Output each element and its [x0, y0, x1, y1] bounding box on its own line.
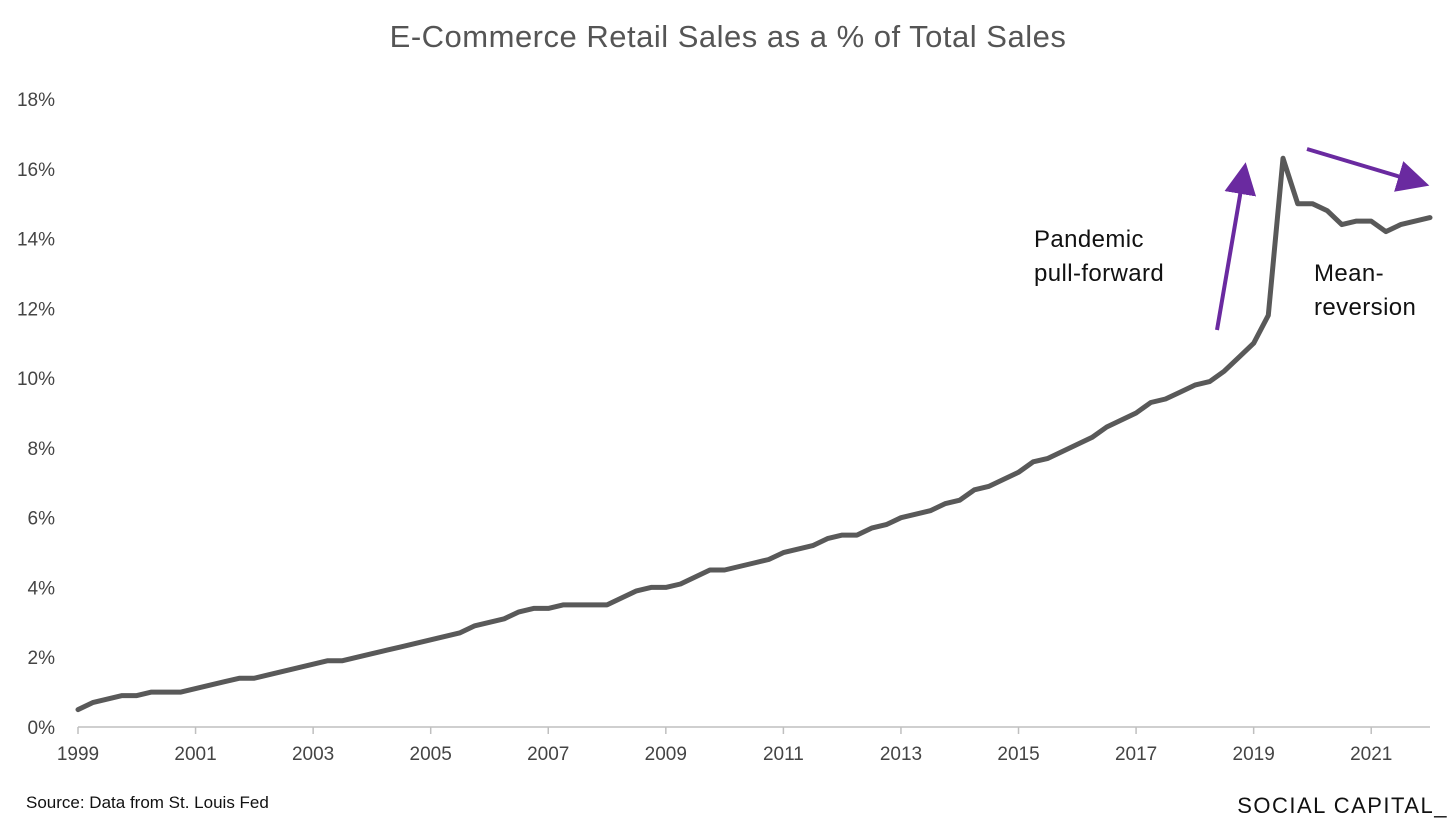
annotation-pandemic-line-2: pull-forward: [1034, 260, 1164, 287]
x-tick-label: 2007: [527, 744, 569, 765]
x-tick-label: 2019: [1233, 744, 1275, 765]
x-tick-label: 2015: [997, 744, 1039, 765]
y-tick-label: 6%: [28, 509, 56, 530]
y-tick-label: 14%: [17, 230, 55, 251]
annotation-mean-line-2: reversion: [1314, 294, 1416, 321]
x-tick-label: 2009: [645, 744, 687, 765]
x-tick-label: 2005: [410, 744, 452, 765]
brand-logo: SOCIAL CAPITAL_: [1237, 793, 1448, 818]
x-tick-label: 2011: [763, 744, 804, 765]
x-tick-label: 2017: [1115, 744, 1157, 765]
y-tick-label: 16%: [17, 160, 55, 181]
y-tick-label: 10%: [17, 369, 55, 390]
annotation-pandemic-line-1: Pandemic: [1034, 226, 1144, 253]
pandemic-arrow: [1215, 162, 1257, 331]
y-tick-label: 2%: [28, 648, 56, 669]
x-tick-label: 2013: [880, 744, 922, 765]
y-tick-label: 4%: [28, 578, 56, 599]
mean-reversion-arrow: [1306, 147, 1430, 192]
chart-title: E-Commerce Retail Sales as a % of Total …: [390, 19, 1067, 54]
y-tick-label: 0%: [28, 718, 56, 739]
x-tick-label: 2021: [1350, 744, 1392, 765]
y-axis-ticks: 0% 2% 4% 6% 8% 10% 12% 14% 16% 18%: [17, 90, 55, 739]
series-line: [75, 155, 1433, 713]
series-layer: [75, 155, 1433, 713]
x-tick-label: 1999: [57, 744, 99, 765]
y-tick-label: 8%: [28, 439, 56, 460]
x-tick-label: 2001: [174, 744, 216, 765]
x-tick-label: 2003: [292, 744, 334, 765]
x-axis-ticks: 1999 2001 2003 2005 2007 2009 2011 2013 2015 2017…: [57, 727, 1392, 765]
y-tick-label: 12%: [17, 299, 55, 320]
y-tick-label: 18%: [17, 90, 55, 111]
source-note: Source: Data from St. Louis Fed: [26, 793, 269, 812]
annotation-mean-line-1: Mean-: [1314, 260, 1384, 287]
